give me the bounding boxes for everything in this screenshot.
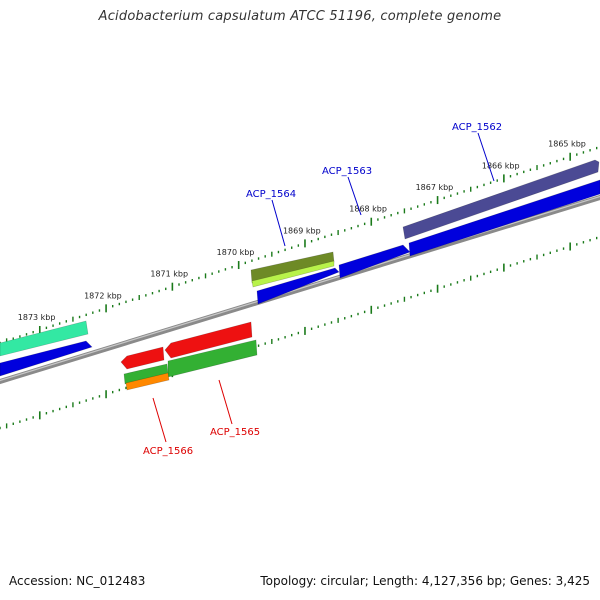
scale-ticks-upper (0, 146, 598, 345)
leader-acp-1564 (271, 199, 286, 247)
genome-backbone (0, 194, 600, 385)
scale-label-1872: 1872 kbp (84, 291, 122, 300)
leader-acp-1566 (152, 397, 167, 443)
label-acp-1562[interactable]: ACP_1562 (452, 122, 502, 133)
scale-label-1867: 1867 kbp (416, 183, 454, 192)
feature-left-blue[interactable] (0, 340, 93, 377)
label-acp-1564[interactable]: ACP_1564 (246, 189, 296, 200)
scale-label-1866: 1866 kbp (482, 161, 520, 170)
scale-tick-labels: 1865 kbp 1866 kbp 1867 kbp 1868 kbp 1869 kbp… (18, 140, 586, 322)
feature-1565-red[interactable] (164, 321, 253, 359)
scale-label-1871: 1871 kbp (150, 270, 188, 279)
feature-1562-cds[interactable] (402, 159, 600, 240)
feature-1565-green[interactable] (167, 339, 258, 378)
leader-acp-1563 (347, 176, 362, 216)
gene-labels: ACP_1562 ACP_1563 ACP_1564 ACP_1565 ACP_… (143, 122, 502, 457)
scale-label-1868: 1868 kbp (349, 205, 387, 214)
plus-strand-features (0, 159, 600, 377)
feature-1563-gene[interactable] (338, 244, 411, 279)
scale-label-1865: 1865 kbp (548, 140, 586, 149)
scale-label-1869: 1869 kbp (283, 226, 321, 235)
label-acp-1566[interactable]: ACP_1566 (143, 446, 193, 457)
scale-label-1873: 1873 kbp (18, 313, 56, 322)
feature-1564-gene[interactable] (256, 267, 340, 305)
genome-summary-text: Topology: circular; Length: 4,127,356 bp… (260, 574, 590, 588)
scale-label-1870: 1870 kbp (217, 248, 255, 257)
feature-1566-orange[interactable] (125, 372, 170, 391)
label-acp-1565[interactable]: ACP_1565 (210, 427, 260, 438)
feature-1566-red[interactable] (120, 346, 165, 370)
map-title: Acidobacterium capsulatum ATCC 51196, co… (98, 9, 502, 24)
label-acp-1563[interactable]: ACP_1563 (322, 166, 372, 177)
feature-1564-cds-lime[interactable] (251, 260, 335, 288)
leader-acp-1565 (218, 379, 233, 425)
minus-strand-features (120, 321, 258, 391)
feature-left-teal[interactable] (0, 320, 89, 357)
leader-acp-1562 (477, 132, 495, 182)
accession-text: Accession: NC_012483 (9, 574, 146, 588)
